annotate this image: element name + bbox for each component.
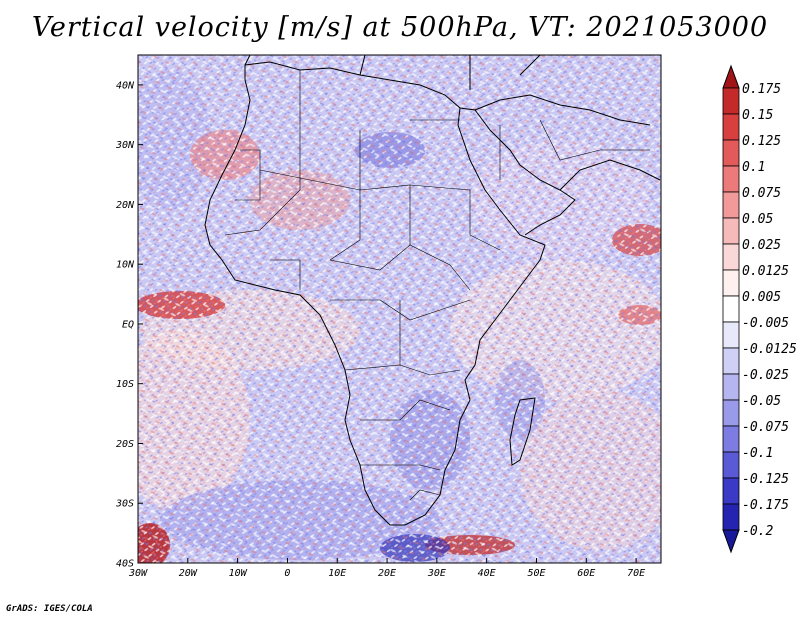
lon-tick-label: 30W (128, 568, 148, 579)
lat-tick-label: 30N (115, 140, 135, 151)
lat-tick-label: 10S (116, 379, 134, 390)
colorbar-label: -0.1 (742, 446, 773, 461)
colorbar-label: -0.075 (742, 420, 789, 435)
colorbar-swatch (722, 113, 740, 141)
colorbar-bottom-arrow (722, 529, 740, 554)
lon-tick-label: 20W (179, 568, 198, 579)
colorbar-swatch (722, 399, 740, 427)
colorbar-swatch (722, 87, 740, 115)
lon-tick-label: 10E (328, 568, 346, 579)
colorbar-label: -0.175 (742, 498, 789, 513)
lon-tick-label: 50E (527, 568, 545, 579)
colorbar-label: 0.075 (742, 186, 781, 201)
chart-title: Vertical velocity [m/s] at 500hPa, VT: 2… (31, 12, 769, 43)
colorbar-swatch (722, 139, 740, 167)
colorbar-swatch (722, 243, 740, 271)
country-borders (224, 70, 650, 501)
colorbar-swatch (722, 321, 740, 349)
colorbar-swatch (722, 451, 740, 479)
colorbar-label: -0.025 (742, 368, 789, 383)
colorbar-label: 0.125 (742, 134, 781, 149)
credit-footer: GrADS: IGES/COLA (6, 604, 93, 614)
colorbar-swatch (722, 503, 740, 531)
colorbar-swatch (722, 373, 740, 401)
colorbar: 0.175 0.15 0.125 0.1 0.075 0.05 0.025 0.0125 0.0… (722, 64, 797, 554)
colorbar-label: 0.1 (742, 160, 765, 175)
lon-tick-label: 40E (478, 568, 496, 579)
latitude-axis: 40N 30N 20N 10N EQ 10S 20S 30S 40S (115, 80, 143, 570)
lat-tick-label: 10N (116, 260, 135, 271)
colorbar-top-arrow (722, 64, 740, 89)
colorbar-swatch (722, 347, 740, 375)
lat-tick-label: 20N (116, 200, 135, 211)
colorbar-swatch (722, 477, 740, 505)
colorbar-label: 0.175 (742, 82, 781, 97)
lat-tick-label: 30S (115, 499, 134, 510)
colorbar-swatch (722, 217, 740, 245)
colorbar-swatch (722, 165, 740, 193)
map-frame (137, 54, 662, 564)
lat-tick-label: 20S (116, 439, 134, 450)
colorbar-label: 0.15 (742, 108, 773, 123)
colorbar-swatch (722, 425, 740, 453)
colorbar-swatch (722, 191, 740, 219)
colorbar-label: 0.05 (742, 212, 773, 227)
longitude-axis: 30W 20W 10W 0 10E 20E 30E 40E 50E 60E 70E (128, 558, 645, 579)
colorbar-label: -0.2 (742, 524, 773, 539)
lat-tick-label: 40S (116, 559, 134, 570)
colorbar-label: -0.125 (742, 472, 789, 487)
velocity-field (138, 55, 661, 563)
colorbar-label: -0.005 (742, 316, 789, 331)
colorbar-swatch (722, 295, 740, 323)
colorbar-label: -0.0125 (742, 342, 797, 357)
colorbar-label: -0.05 (742, 394, 781, 409)
colorbar-swatch (722, 269, 740, 297)
colorbar-label: 0.005 (742, 290, 781, 305)
lon-tick-label: 30E (427, 568, 446, 579)
lon-tick-label: 60E (577, 568, 595, 579)
lat-tick-label: EQ (122, 319, 134, 330)
colorbar-label: 0.025 (742, 238, 781, 253)
lon-tick-label: 10W (229, 568, 248, 579)
lon-tick-label: 20E (378, 568, 396, 579)
lat-tick-label: 40N (116, 80, 135, 91)
colorbar-label: 0.0125 (742, 264, 789, 279)
lon-tick-label: 0 (284, 568, 290, 579)
lon-tick-label: 70E (627, 568, 645, 579)
